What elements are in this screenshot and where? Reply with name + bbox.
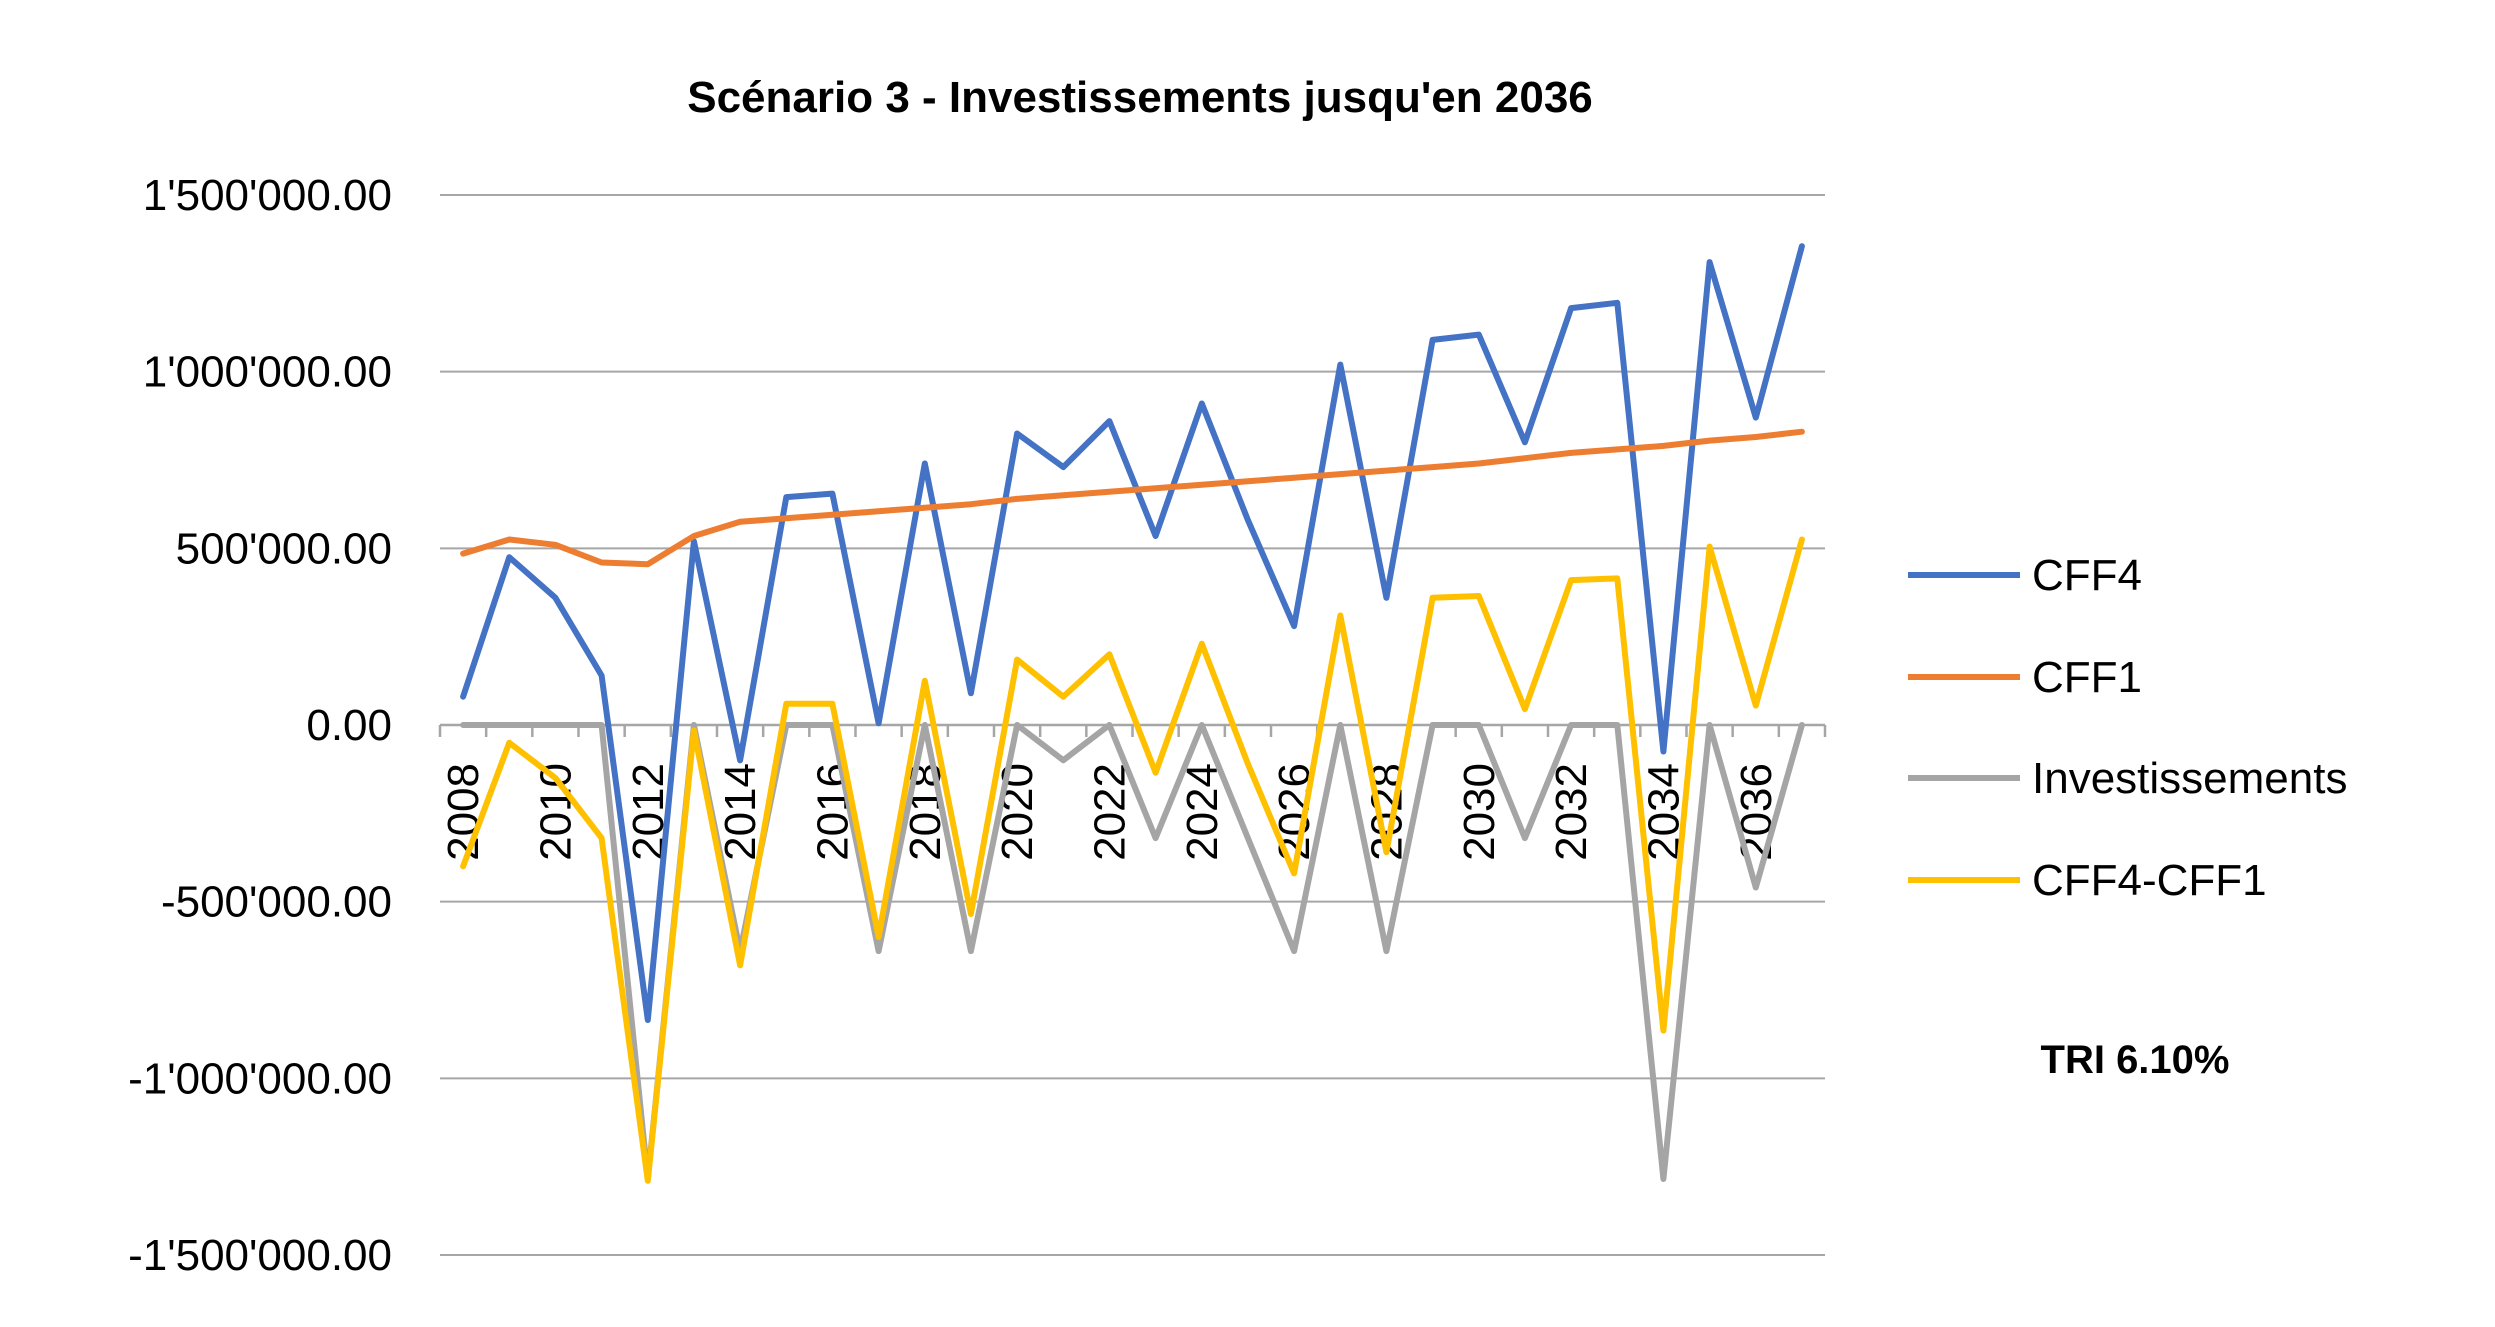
y-tick-label: -500'000.00 (161, 878, 392, 927)
y-tick-label: 500'000.00 (176, 524, 392, 573)
legend: CFF4 CFF1 Investissements CFF4-CFF1 (1908, 551, 2347, 905)
chart-title: Scénario 3 - Investissements jusqu'en 20… (687, 73, 1593, 122)
legend-label-cff4: CFF4 (2032, 551, 2142, 600)
series-line-cff4-cff1 (460, 536, 1805, 1184)
legend-label-investissements: Investissements (2032, 754, 2347, 803)
x-tick-label: 2030 (1455, 763, 1504, 861)
y-tick-label: -1'500'000.00 (128, 1231, 392, 1280)
x-axis-tick-labels: 2008 2010 2012 2014 2016 2018 2020 2022 2024 2026… (439, 763, 1781, 861)
legend-label-cff4-cff1: CFF4-CFF1 (2032, 856, 2267, 905)
y-tick-label: 1'000'000.00 (143, 348, 392, 397)
x-tick-label: 2022 (1085, 763, 1134, 861)
x-tick-label: 2024 (1178, 763, 1227, 861)
y-tick-label: -1'000'000.00 (128, 1054, 392, 1103)
x-tick-label: 2014 (716, 763, 765, 861)
legend-label-cff1: CFF1 (2032, 653, 2142, 702)
series-line-cff1 (460, 428, 1805, 568)
y-tick-label: 1'500'000.00 (143, 171, 392, 220)
tri-annotation: TRI 6.10% (2041, 1038, 2230, 1082)
series-line-cff4 (460, 243, 1805, 1023)
x-tick-label: 2032 (1547, 763, 1596, 861)
series-lines (460, 243, 1805, 1184)
x-tick-label: 2036 (1732, 763, 1781, 861)
y-tick-label: 0.00 (306, 701, 392, 750)
y-axis-tick-labels: 1'500'000.00 1'000'000.00 500'000.00 0.00 -5… (128, 171, 392, 1280)
x-tick-label: 2008 (439, 763, 488, 861)
